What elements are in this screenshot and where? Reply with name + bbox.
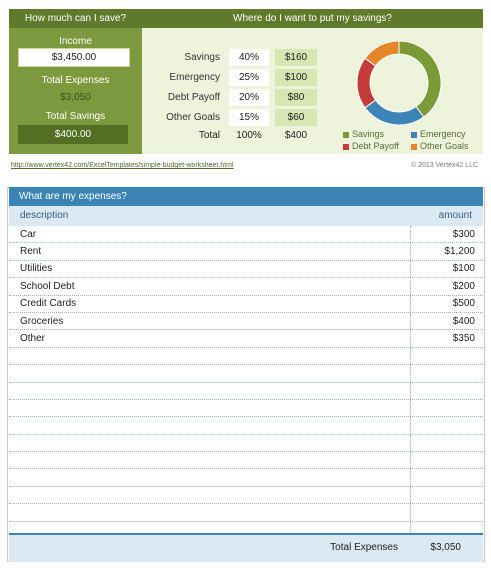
expenses-total-value: $3,050 bbox=[430, 542, 461, 553]
expenses-table: Car $300 Rent $1,200 Utilities $100 School Deb… bbox=[9, 226, 483, 540]
col-header-amount: amount bbox=[438, 210, 472, 221]
total-savings-value: $400.00 bbox=[18, 125, 128, 144]
legend-label-savings: Savings bbox=[352, 129, 385, 139]
table-row: Rent $1,200 bbox=[9, 243, 483, 261]
expense-description-cell[interactable]: Other bbox=[20, 333, 46, 345]
expense-amount-cell[interactable] bbox=[410, 469, 483, 486]
expense-description-cell[interactable]: Car bbox=[20, 228, 37, 240]
legend-item-debt-payoff: Debt Payoff bbox=[343, 141, 399, 151]
legend-swatch-other-goals bbox=[411, 143, 417, 150]
expense-amount-cell[interactable]: $1,200 bbox=[410, 243, 483, 260]
alloc-amount-debt-payoff: $80 bbox=[275, 89, 317, 106]
alloc-pct-debt-payoff[interactable]: 20% bbox=[229, 89, 269, 106]
table-row bbox=[9, 469, 483, 487]
expense-amount-cell[interactable]: $400 bbox=[410, 312, 483, 330]
expense-amount-cell[interactable] bbox=[410, 417, 483, 434]
alloc-label-other-goals: Other Goals bbox=[166, 112, 220, 123]
legend-swatch-emergency bbox=[411, 131, 417, 138]
alloc-total-pct: 100% bbox=[236, 130, 262, 141]
alloc-pct-savings[interactable]: 40% bbox=[229, 49, 269, 66]
table-row: Other $350 bbox=[9, 330, 483, 348]
table-row bbox=[9, 486, 483, 505]
table-row bbox=[9, 417, 483, 435]
expense-amount-cell[interactable] bbox=[410, 382, 483, 399]
total-expenses-value: $3,050 bbox=[60, 92, 91, 103]
alloc-label-debt-payoff: Debt Payoff bbox=[167, 92, 220, 103]
expense-amount-cell[interactable] bbox=[410, 399, 483, 417]
expense-amount-cell[interactable]: $500 bbox=[410, 295, 483, 312]
legend-item-other-goals: Other Goals bbox=[411, 141, 469, 151]
expense-amount-cell[interactable]: $200 bbox=[410, 278, 483, 295]
donut-slice-debt-payoff bbox=[356, 57, 377, 109]
table-row: Utilities $100 bbox=[9, 260, 483, 279]
table-row bbox=[9, 434, 483, 453]
table-row: Groceries $400 bbox=[9, 312, 483, 331]
legend-label-other-goals: Other Goals bbox=[420, 141, 469, 151]
alloc-pct-emergency[interactable]: 25% bbox=[229, 69, 269, 86]
expense-amount-cell[interactable] bbox=[410, 504, 483, 521]
allocation-panel-title: Where do I want to put my savings? bbox=[142, 9, 483, 28]
donut-slice-savings bbox=[398, 40, 442, 118]
savings-panel-title: How much can I save? bbox=[9, 9, 142, 28]
expense-amount-cell[interactable] bbox=[410, 365, 483, 382]
table-row bbox=[9, 382, 483, 400]
expense-description-cell[interactable]: Groceries bbox=[20, 315, 64, 327]
expense-amount-cell[interactable] bbox=[410, 521, 483, 539]
alloc-amount-savings: $160 bbox=[275, 49, 317, 66]
expense-amount-cell[interactable] bbox=[410, 434, 483, 452]
savings-donut-chart bbox=[356, 40, 442, 126]
expense-description-cell[interactable]: Utilities bbox=[20, 263, 53, 275]
expense-description-cell[interactable]: School Debt bbox=[20, 280, 75, 292]
table-row bbox=[9, 365, 483, 383]
expense-amount-cell[interactable]: $350 bbox=[410, 330, 483, 347]
donut-slice-emergency bbox=[364, 99, 425, 126]
donut-slice-other-goals bbox=[364, 40, 400, 67]
table-row bbox=[9, 452, 483, 470]
expenses-column-header: description amount bbox=[9, 206, 483, 226]
alloc-label-emergency: Emergency bbox=[169, 72, 220, 83]
expenses-total-row: Total Expenses $3,050 bbox=[9, 533, 483, 562]
alloc-pct-other-goals[interactable]: 15% bbox=[229, 109, 269, 126]
income-input[interactable]: $3,450.00 bbox=[18, 48, 130, 67]
alloc-total-amount: $400 bbox=[284, 130, 308, 141]
legend-swatch-savings bbox=[343, 131, 349, 138]
table-row bbox=[9, 399, 483, 418]
table-row: School Debt $200 bbox=[9, 278, 483, 296]
expenses-total-label: Total Expenses bbox=[330, 542, 398, 553]
expense-amount-cell[interactable] bbox=[410, 347, 483, 365]
alloc-amount-other-goals: $60 bbox=[275, 109, 317, 126]
table-row bbox=[9, 504, 483, 522]
table-row: Credit Cards $500 bbox=[9, 295, 483, 313]
income-label: Income bbox=[59, 36, 92, 47]
alloc-total-label: Total bbox=[198, 130, 220, 141]
col-header-description: description bbox=[20, 210, 69, 221]
total-savings-label: Total Savings bbox=[45, 111, 106, 122]
table-row: Car $300 bbox=[9, 226, 483, 244]
expense-description-cell[interactable]: Rent bbox=[20, 246, 42, 258]
legend-label-emergency: Emergency bbox=[420, 129, 466, 139]
expense-amount-cell[interactable]: $300 bbox=[410, 226, 483, 243]
alloc-label-savings: Savings bbox=[184, 52, 220, 63]
legend-item-emergency: Emergency bbox=[411, 129, 466, 139]
expenses-title: What are my expenses? bbox=[9, 187, 483, 206]
legend-swatch-debt-payoff bbox=[343, 143, 349, 150]
expense-amount-cell[interactable] bbox=[410, 452, 483, 469]
expense-description-cell[interactable]: Credit Cards bbox=[20, 298, 77, 310]
expense-amount-cell[interactable] bbox=[410, 486, 483, 504]
copyright-text: © 2013 Vertex42 LLC bbox=[411, 162, 479, 169]
expense-amount-cell[interactable]: $100 bbox=[410, 260, 483, 278]
template-url-link[interactable]: http://www.vertex42.com/ExcelTemplates/s… bbox=[11, 162, 234, 169]
table-row bbox=[9, 347, 483, 366]
legend-label-debt-payoff: Debt Payoff bbox=[352, 141, 399, 151]
alloc-amount-emergency: $100 bbox=[275, 69, 317, 86]
total-expenses-label: Total Expenses bbox=[41, 75, 110, 86]
legend-item-savings: Savings bbox=[343, 129, 384, 139]
